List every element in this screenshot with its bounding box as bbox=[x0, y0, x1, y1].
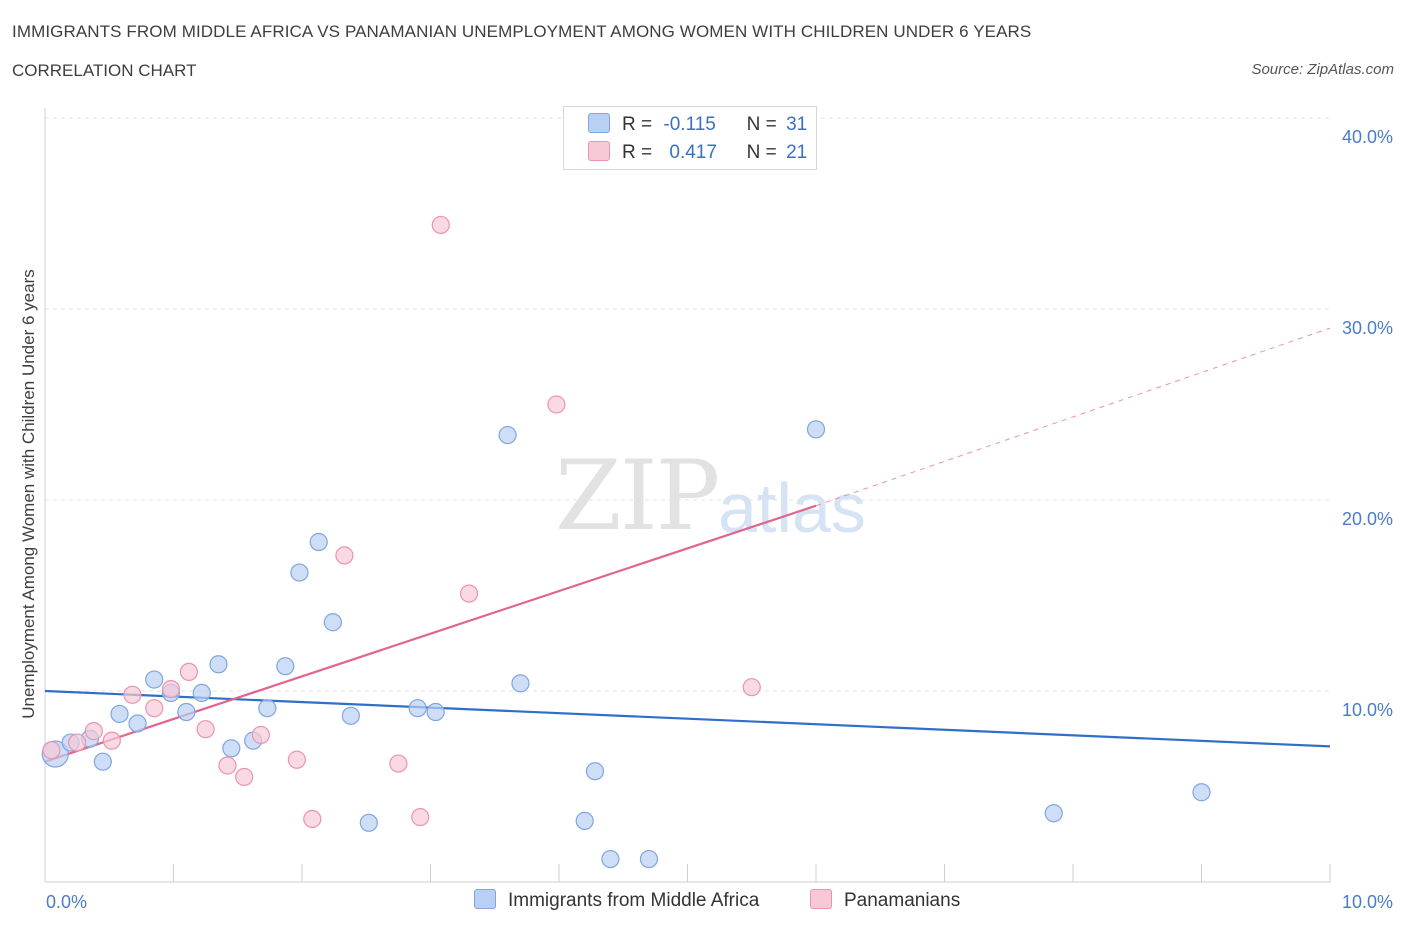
point-immigrants bbox=[341, 706, 360, 725]
point-panamanians bbox=[251, 725, 270, 745]
series-swatch-immigrants bbox=[474, 889, 496, 909]
legend-swatch-blue bbox=[588, 113, 610, 133]
series-legend-item-panamanians: Panamanians bbox=[810, 889, 960, 912]
legend-n-value-blue: 31 bbox=[786, 114, 808, 135]
point-immigrants bbox=[309, 532, 328, 552]
point-panamanians bbox=[389, 754, 408, 773]
point-panamanians bbox=[196, 720, 215, 739]
point-panamanians bbox=[42, 741, 61, 760]
point-immigrants bbox=[290, 563, 309, 582]
point-panamanians bbox=[161, 679, 181, 699]
legend-r-label-pink: R = bbox=[622, 142, 653, 163]
point-immigrants bbox=[498, 425, 517, 445]
x-tick-label: 10.0% bbox=[1342, 892, 1393, 912]
point-immigrants bbox=[276, 657, 295, 676]
point-immigrants bbox=[93, 752, 112, 771]
y-tick-label: 10.0% bbox=[1342, 700, 1393, 720]
correlation-legend: R = -0.115 N = 31 R = 0.417 N = 21 bbox=[563, 106, 817, 170]
point-panamanians bbox=[218, 756, 237, 775]
series-label-panamanians: Panamanians bbox=[844, 890, 961, 911]
source-label: Source: ZipAtlas.com bbox=[1251, 61, 1394, 78]
point-immigrants bbox=[209, 655, 228, 674]
x-tick-label: 0.0% bbox=[46, 892, 87, 912]
point-immigrants bbox=[408, 699, 427, 718]
trend-line-panamanians bbox=[44, 504, 817, 763]
point-immigrants bbox=[359, 813, 378, 832]
y-tick-label: 20.0% bbox=[1342, 509, 1393, 529]
watermark-zip: ZIP bbox=[555, 440, 720, 552]
series-label-immigrants: Immigrants from Middle Africa bbox=[508, 890, 760, 911]
legend-r-label-blue: R = bbox=[622, 114, 653, 135]
point-immigrants bbox=[575, 811, 594, 830]
point-immigrants bbox=[222, 739, 241, 758]
point-immigrants bbox=[585, 762, 605, 781]
point-panamanians bbox=[235, 767, 254, 787]
point-immigrants bbox=[128, 714, 147, 733]
point-immigrants bbox=[323, 613, 342, 632]
point-layer bbox=[41, 215, 1211, 869]
point-panamanians bbox=[742, 678, 761, 697]
point-panamanians bbox=[411, 807, 430, 827]
y-axis-label: Unemployment Among Women with Children U… bbox=[19, 269, 38, 718]
series-legend-item-immigrants: Immigrants from Middle Africa bbox=[474, 889, 759, 912]
trend-line-panamanians-extension bbox=[815, 327, 1331, 507]
point-immigrants bbox=[639, 849, 659, 869]
point-panamanians bbox=[179, 662, 199, 682]
chart-subtitle: CORRELATION CHART bbox=[12, 61, 197, 80]
point-immigrants bbox=[806, 420, 826, 439]
point-panamanians bbox=[335, 546, 354, 565]
legend-row-blue: R = -0.115 N = 31 bbox=[588, 113, 807, 137]
grid-layer bbox=[45, 117, 1330, 692]
point-immigrants bbox=[177, 702, 196, 722]
legend-row-pink: R = 0.417 N = 21 bbox=[588, 141, 807, 165]
chart-title: IMMIGRANTS FROM MIDDLE AFRICA VS PANAMAN… bbox=[12, 22, 1032, 41]
point-panamanians bbox=[123, 685, 142, 704]
label-layer: 10.0% 20.0% 30.0% 40.0% 0.0% 10.0% Unemploymen… bbox=[19, 127, 1393, 912]
point-panamanians bbox=[84, 722, 103, 741]
trend-layer bbox=[44, 327, 1331, 763]
point-panamanians bbox=[145, 699, 164, 718]
point-immigrants bbox=[110, 704, 129, 724]
point-panamanians bbox=[68, 733, 87, 752]
point-panamanians bbox=[102, 731, 121, 750]
y-tick-label: 30.0% bbox=[1342, 318, 1393, 338]
point-immigrants bbox=[601, 849, 620, 869]
point-immigrants bbox=[1192, 783, 1211, 802]
y-tick-label: 40.0% bbox=[1342, 127, 1393, 147]
point-immigrants bbox=[426, 702, 445, 722]
trend-line-immigrants bbox=[44, 689, 1331, 748]
legend-n-label-pink: N = bbox=[746, 142, 777, 163]
point-panamanians bbox=[459, 584, 479, 603]
series-swatch-panamanians bbox=[810, 889, 832, 909]
watermark-atlas: atlas bbox=[718, 469, 866, 547]
axis-layer bbox=[44, 108, 1331, 883]
legend-swatch-pink bbox=[588, 141, 610, 161]
point-immigrants bbox=[511, 674, 530, 693]
point-immigrants bbox=[145, 670, 164, 689]
legend-r-value-blue: -0.115 bbox=[663, 114, 716, 135]
point-panamanians bbox=[303, 809, 322, 829]
point-immigrants bbox=[192, 683, 211, 703]
legend-n-label-blue: N = bbox=[746, 114, 777, 135]
point-immigrants bbox=[258, 699, 277, 718]
point-immigrants bbox=[1044, 804, 1063, 823]
point-panamanians bbox=[287, 750, 306, 769]
legend-n-value-pink: 21 bbox=[786, 142, 808, 163]
point-panamanians bbox=[547, 395, 566, 414]
point-panamanians bbox=[431, 215, 450, 235]
legend-r-value-pink: 0.417 bbox=[669, 142, 717, 163]
